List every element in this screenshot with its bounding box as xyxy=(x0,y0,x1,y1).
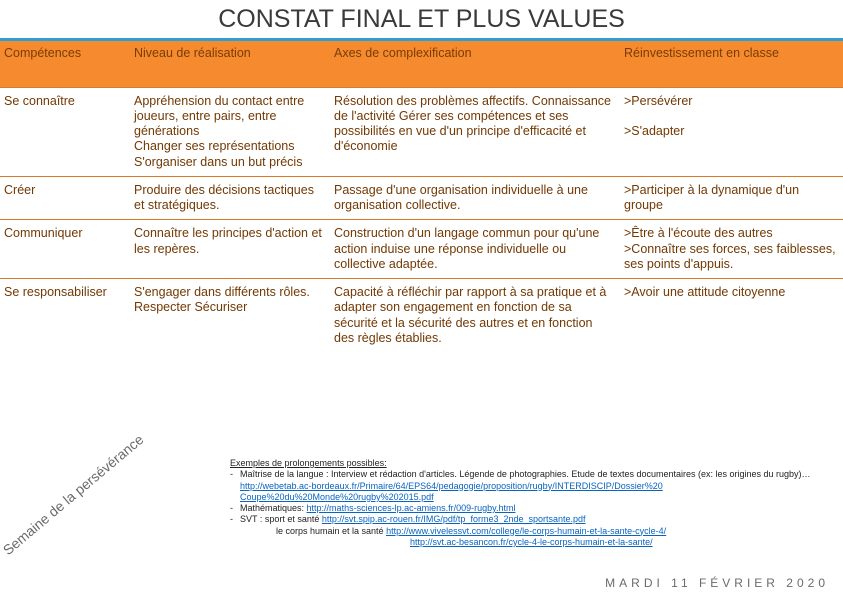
cell-reinvest: >Persévérer >S'adapter xyxy=(620,87,843,176)
diagonal-label-wrap: Semaine de la persévérance xyxy=(0,460,236,596)
prolongement-text: Maîtrise de la langue : Interview et réd… xyxy=(240,469,811,479)
col-competences: Compétences xyxy=(0,41,130,87)
cell-niveau: S'engager dans différents rôles. Respect… xyxy=(130,279,330,353)
cell-niveau: Produire des décisions tactiques et stra… xyxy=(130,176,330,220)
table-row: Se connaître Appréhension du contact ent… xyxy=(0,87,843,176)
cell-reinvest: >Participer à la dynamique d'un groupe xyxy=(620,176,843,220)
cell-competence: Se responsabiliser xyxy=(0,279,130,353)
prolongements-heading: Exemples de prolongements possibles: xyxy=(230,458,830,469)
slide-date: MARDI 11 FÉVRIER 2020 xyxy=(605,576,829,590)
table-header-row: Compétences Niveau de réalisation Axes d… xyxy=(0,41,843,87)
col-reinvestissement: Réinvestissement en classe xyxy=(620,41,843,87)
prolongement-text: le corps humain et la santé xyxy=(240,526,386,536)
prolongement-link[interactable]: http://maths-sciences-lp.ac-amiens.fr/00… xyxy=(307,503,516,513)
table-row: Se responsabiliser S'engager dans différ… xyxy=(0,279,843,353)
prolongement-link[interactable]: http://www.vivelessvt.com/college/le-cor… xyxy=(386,526,666,536)
cell-niveau: Connaître les principes d'action et les … xyxy=(130,220,330,279)
prolongements-block: Exemples de prolongements possibles: Maî… xyxy=(230,458,830,548)
cell-competence: Créer xyxy=(0,176,130,220)
prolongement-item: SVT : sport et santé http://svt.spip.ac-… xyxy=(240,514,830,548)
prolongement-text: SVT : sport et santé xyxy=(240,514,322,524)
prolongement-link[interactable]: http://svt.spip.ac-rouen.fr/IMG/pdf/tp_f… xyxy=(322,514,586,524)
footer: Exemples de prolongements possibles: Maî… xyxy=(0,458,843,596)
table-row: Créer Produire des décisions tactiques e… xyxy=(0,176,843,220)
cell-axes: Résolution des problèmes affectifs. Conn… xyxy=(330,87,620,176)
prolongement-item: Maîtrise de la langue : Interview et réd… xyxy=(240,469,830,503)
competences-table: Compétences Niveau de réalisation Axes d… xyxy=(0,41,843,352)
prolongement-text: Mathématiques: xyxy=(240,503,307,513)
table-row: Communiquer Connaître les principes d'ac… xyxy=(0,220,843,279)
prolongement-link[interactable]: http://webetab.ac-bordeaux.fr/Primaire/6… xyxy=(240,481,663,502)
col-niveau: Niveau de réalisation xyxy=(130,41,330,87)
page-title: CONSTAT FINAL ET PLUS VALUES xyxy=(0,0,843,38)
cell-niveau: Appréhension du contact entre joueurs, e… xyxy=(130,87,330,176)
cell-competence: Se connaître xyxy=(0,87,130,176)
cell-competence: Communiquer xyxy=(0,220,130,279)
cell-reinvest: >Avoir une attitude citoyenne xyxy=(620,279,843,353)
diagonal-label: Semaine de la persévérance xyxy=(0,431,147,558)
slide-root: CONSTAT FINAL ET PLUS VALUES Compétences… xyxy=(0,0,843,596)
cell-axes: Construction d'un langage commun pour qu… xyxy=(330,220,620,279)
prolongement-link[interactable]: http://svt.ac-besancon.fr/cycle-4-le-cor… xyxy=(410,537,653,547)
prolongement-item: Mathématiques: http://maths-sciences-lp.… xyxy=(240,503,830,514)
col-axes: Axes de complexification xyxy=(330,41,620,87)
cell-axes: Capacité à réfléchir par rapport à sa pr… xyxy=(330,279,620,353)
cell-reinvest: >Être à l'écoute des autres >Connaître s… xyxy=(620,220,843,279)
cell-axes: Passage d'une organisation individuelle … xyxy=(330,176,620,220)
